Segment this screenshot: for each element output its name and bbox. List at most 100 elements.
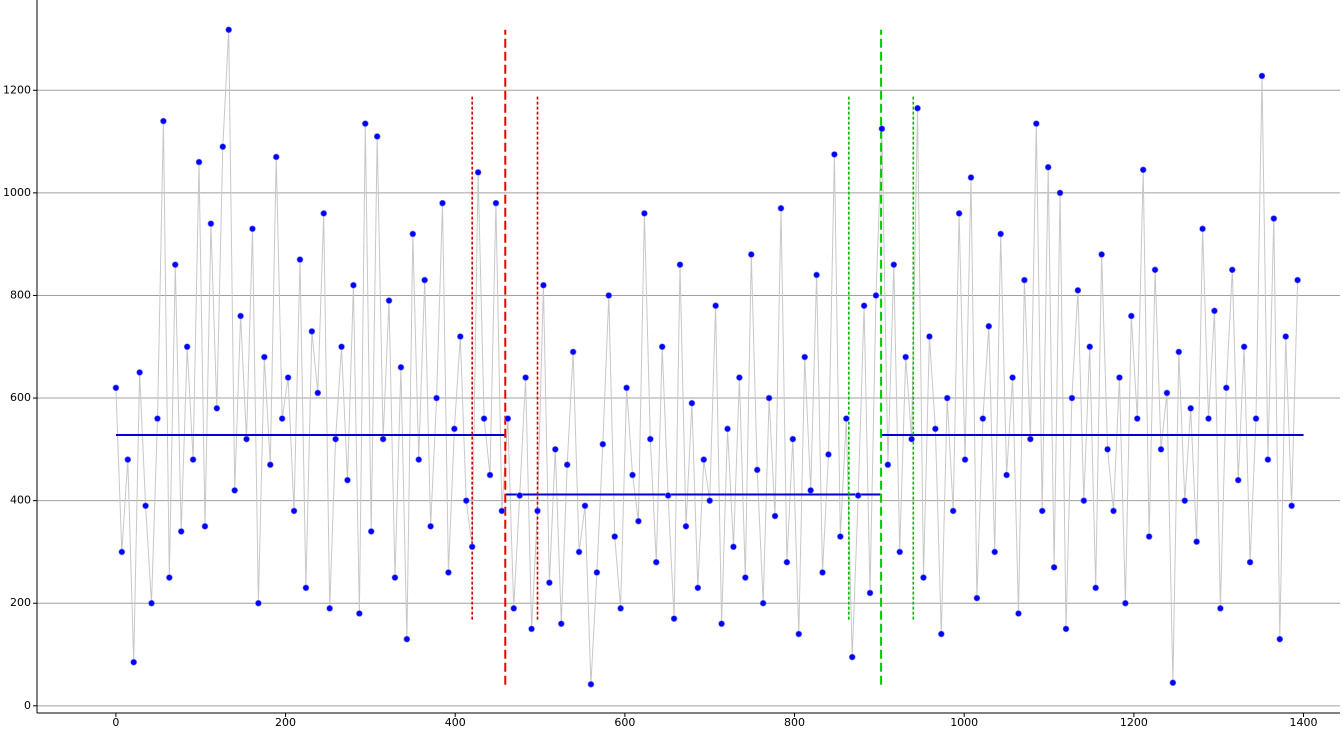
- point: [243, 435, 250, 443]
- point: [1122, 599, 1129, 607]
- x-tick-label: 1200: [1120, 716, 1148, 729]
- point: [189, 456, 197, 463]
- point: [166, 574, 173, 581]
- point: [296, 256, 304, 263]
- point: [261, 353, 268, 361]
- y-tick-label: 200: [10, 596, 31, 609]
- point: [937, 630, 945, 638]
- point: [1038, 507, 1046, 515]
- point: [682, 522, 690, 530]
- point: [652, 558, 660, 566]
- point: [860, 302, 868, 310]
- point: [1074, 287, 1082, 294]
- y-tick-label: 400: [10, 494, 31, 507]
- point: [967, 174, 975, 181]
- point: [1139, 166, 1147, 174]
- point: [872, 292, 880, 299]
- point: [1288, 502, 1295, 510]
- point: [522, 374, 529, 381]
- point: [890, 261, 898, 268]
- point: [617, 605, 624, 612]
- point: [338, 343, 345, 351]
- point: [195, 158, 203, 166]
- point: [985, 322, 993, 330]
- point: [379, 435, 387, 443]
- point: [575, 548, 583, 556]
- point: [1033, 120, 1040, 127]
- point: [926, 333, 933, 340]
- point: [866, 589, 874, 597]
- point: [142, 502, 149, 510]
- point: [177, 528, 185, 535]
- point: [320, 210, 328, 217]
- point: [902, 353, 909, 361]
- point: [290, 507, 298, 515]
- point: [771, 512, 779, 520]
- point: [563, 461, 571, 469]
- point: [724, 425, 731, 433]
- point: [1062, 625, 1070, 633]
- point: [759, 599, 767, 607]
- point: [1199, 225, 1206, 233]
- point: [599, 440, 607, 448]
- point: [552, 446, 559, 453]
- point: [1270, 215, 1278, 222]
- point: [878, 125, 886, 133]
- point: [439, 199, 446, 207]
- x-tick-label: 1400: [1290, 716, 1318, 729]
- point: [457, 333, 464, 340]
- point: [908, 435, 915, 443]
- point: [831, 151, 838, 158]
- point: [1116, 374, 1123, 381]
- point: [629, 471, 636, 479]
- point: [854, 492, 862, 499]
- point: [694, 584, 702, 592]
- point: [611, 533, 618, 540]
- point: [1044, 163, 1052, 171]
- point: [1246, 558, 1254, 566]
- point: [510, 605, 518, 612]
- point: [1104, 446, 1111, 453]
- point: [326, 605, 333, 612]
- x-tick-label: 800: [784, 716, 805, 729]
- point: [546, 579, 553, 587]
- point: [801, 353, 809, 361]
- x-tick-label: 1000: [950, 716, 978, 729]
- point: [1258, 72, 1266, 80]
- point: [1252, 415, 1260, 422]
- point: [587, 680, 595, 688]
- point: [302, 584, 310, 592]
- point: [409, 230, 417, 238]
- point: [433, 394, 440, 402]
- point: [284, 374, 292, 381]
- point: [955, 210, 963, 217]
- point: [884, 461, 892, 469]
- point: [213, 405, 221, 412]
- point: [130, 658, 138, 666]
- point: [403, 635, 411, 643]
- point: [1181, 497, 1189, 504]
- point: [528, 625, 535, 633]
- point: [1217, 605, 1224, 612]
- series-line: [115, 29, 1299, 685]
- point: [825, 451, 832, 458]
- point: [730, 543, 737, 551]
- point: [249, 225, 256, 233]
- point: [1228, 266, 1236, 274]
- point: [1187, 405, 1194, 412]
- point: [1175, 348, 1183, 356]
- y-tick-label: 1000: [3, 186, 31, 199]
- point: [700, 456, 708, 463]
- y-tick-label: 0: [24, 699, 31, 712]
- point: [765, 394, 773, 402]
- point: [534, 507, 541, 515]
- point: [932, 425, 939, 433]
- point: [1068, 394, 1076, 402]
- point: [1163, 389, 1171, 397]
- point: [1092, 584, 1099, 592]
- point: [777, 204, 785, 212]
- point: [160, 117, 167, 125]
- point: [1276, 635, 1284, 643]
- point: [1133, 415, 1141, 422]
